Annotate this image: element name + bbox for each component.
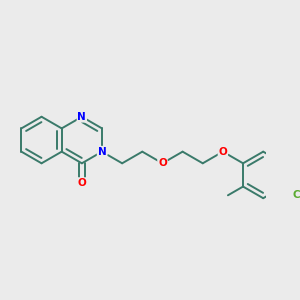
- Text: N: N: [77, 112, 86, 122]
- Text: O: O: [218, 147, 227, 157]
- Text: N: N: [98, 147, 106, 157]
- Text: Cl: Cl: [293, 190, 300, 200]
- Text: O: O: [77, 178, 86, 188]
- Text: O: O: [158, 158, 167, 168]
